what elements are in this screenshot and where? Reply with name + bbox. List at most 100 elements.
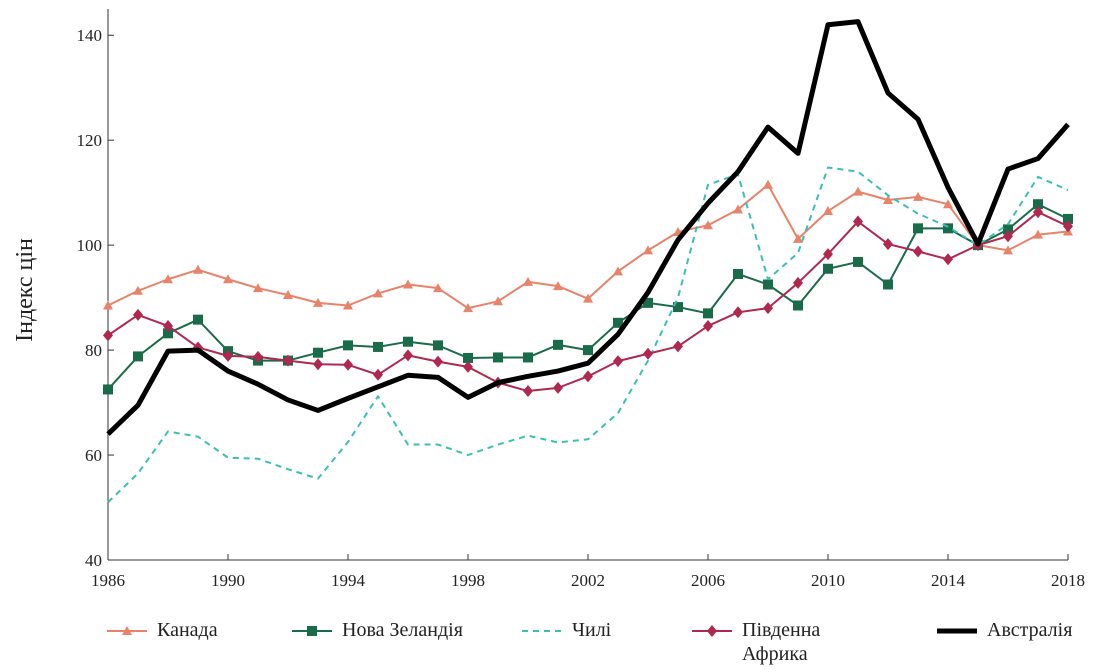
marker bbox=[763, 179, 773, 189]
y-tick-label: 80 bbox=[85, 341, 102, 360]
marker bbox=[433, 340, 443, 351]
marker bbox=[163, 319, 173, 332]
marker bbox=[223, 349, 233, 362]
marker bbox=[373, 341, 383, 352]
marker bbox=[403, 349, 413, 362]
marker bbox=[583, 370, 593, 383]
legend-item: Південна Африка bbox=[690, 618, 862, 666]
marker bbox=[343, 340, 353, 351]
marker bbox=[613, 266, 623, 276]
marker bbox=[733, 269, 743, 280]
marker bbox=[193, 314, 203, 325]
y-tick-label: 120 bbox=[77, 131, 103, 150]
marker bbox=[103, 384, 113, 395]
marker bbox=[253, 283, 263, 293]
marker bbox=[163, 274, 173, 284]
marker bbox=[343, 300, 353, 310]
marker bbox=[373, 288, 383, 298]
series-line bbox=[107, 183, 1069, 310]
legend-label: Нова Зеландія bbox=[342, 619, 463, 641]
marker bbox=[673, 340, 683, 353]
marker bbox=[733, 306, 743, 319]
marker bbox=[673, 302, 683, 313]
marker bbox=[793, 233, 803, 243]
marker bbox=[883, 195, 893, 205]
marker bbox=[373, 368, 383, 381]
marker bbox=[463, 352, 473, 363]
marker bbox=[313, 347, 323, 358]
marker bbox=[1033, 206, 1043, 219]
marker bbox=[823, 206, 833, 216]
marker bbox=[122, 626, 132, 635]
y-tick-label: 60 bbox=[85, 446, 102, 465]
marker bbox=[1003, 224, 1013, 235]
marker bbox=[133, 308, 143, 321]
x-tick-label: 1990 bbox=[211, 571, 245, 590]
marker bbox=[193, 264, 203, 274]
marker bbox=[707, 625, 717, 637]
legend-swatch bbox=[937, 628, 977, 634]
marker bbox=[523, 276, 533, 286]
marker bbox=[823, 248, 833, 261]
legend-label: Чилі bbox=[572, 619, 612, 641]
marker bbox=[883, 279, 893, 290]
marker bbox=[763, 302, 773, 315]
marker bbox=[433, 283, 443, 293]
legend: Канада Нова Зеландія Чилі Південна Африка Ав… bbox=[0, 614, 1099, 672]
marker bbox=[583, 293, 593, 303]
marker bbox=[913, 245, 923, 258]
marker bbox=[853, 186, 863, 196]
marker bbox=[703, 319, 713, 332]
marker bbox=[643, 245, 653, 255]
x-tick-label: 2014 bbox=[931, 571, 966, 590]
marker bbox=[733, 204, 743, 214]
legend-swatch bbox=[692, 625, 732, 637]
marker bbox=[523, 352, 533, 363]
y-tick-label: 140 bbox=[77, 26, 103, 45]
legend-label: Південна Африка bbox=[742, 619, 821, 665]
marker bbox=[523, 385, 533, 398]
marker bbox=[553, 281, 563, 291]
marker bbox=[943, 199, 953, 209]
marker bbox=[133, 351, 143, 362]
marker bbox=[823, 263, 833, 274]
legend-swatch bbox=[522, 630, 562, 632]
marker bbox=[313, 297, 323, 307]
x-tick-label: 1986 bbox=[91, 571, 125, 590]
marker bbox=[553, 339, 563, 350]
marker bbox=[253, 350, 263, 363]
marker bbox=[463, 303, 473, 313]
marker bbox=[223, 274, 233, 284]
legend-item: Нова Зеландія bbox=[290, 618, 463, 642]
x-tick-label: 1998 bbox=[451, 571, 485, 590]
legend-swatch bbox=[107, 626, 147, 635]
marker bbox=[283, 289, 293, 299]
marker bbox=[1003, 230, 1013, 243]
marker bbox=[793, 276, 803, 289]
marker bbox=[793, 300, 803, 311]
y-tick-label: 40 bbox=[85, 551, 102, 570]
legend-item: Канада bbox=[105, 618, 218, 642]
marker bbox=[103, 300, 113, 310]
marker bbox=[433, 355, 443, 368]
legend-label: Австралія bbox=[987, 619, 1073, 641]
legend-label: Канада bbox=[157, 619, 218, 641]
marker bbox=[163, 328, 173, 339]
marker bbox=[763, 279, 773, 290]
marker bbox=[1003, 245, 1013, 255]
marker bbox=[913, 223, 923, 234]
marker bbox=[583, 345, 593, 356]
x-tick-label: 2018 bbox=[1051, 571, 1085, 590]
series-line bbox=[106, 19, 1070, 436]
marker bbox=[943, 223, 953, 234]
marker bbox=[493, 296, 503, 306]
marker bbox=[853, 256, 863, 267]
marker bbox=[1063, 220, 1073, 233]
marker bbox=[307, 626, 317, 636]
y-tick-label: 100 bbox=[77, 236, 103, 255]
marker bbox=[613, 355, 623, 368]
legend-swatch bbox=[292, 626, 332, 636]
marker bbox=[463, 360, 473, 373]
marker bbox=[643, 297, 653, 308]
